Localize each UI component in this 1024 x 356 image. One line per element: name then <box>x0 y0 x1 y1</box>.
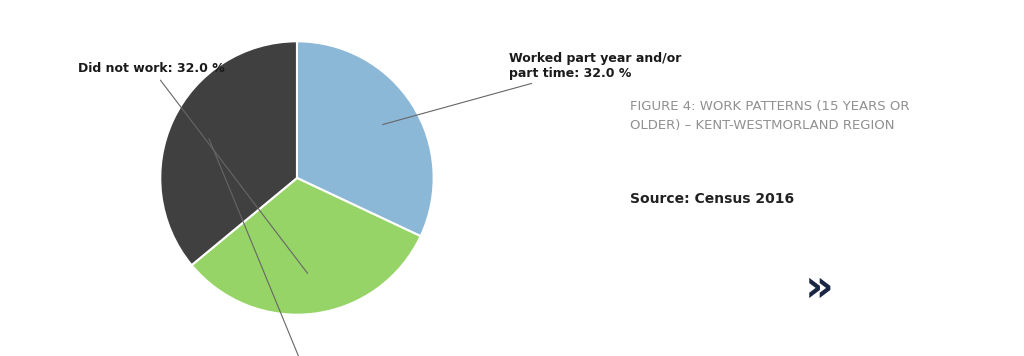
Text: Did not work: 32.0 %: Did not work: 32.0 % <box>78 62 307 273</box>
Text: Worked full year; full time: 36.0 %: Worked full year; full time: 36.0 % <box>183 138 424 356</box>
Text: FIGURE 4: WORK PATTERNS (15 YEARS OR
OLDER) – KENT-WESTMORLAND REGION: FIGURE 4: WORK PATTERNS (15 YEARS OR OLD… <box>630 100 909 132</box>
Wedge shape <box>297 41 433 236</box>
Wedge shape <box>161 41 297 265</box>
Wedge shape <box>191 178 421 315</box>
Text: »: » <box>805 267 834 310</box>
Text: Source: Census 2016: Source: Census 2016 <box>630 192 794 206</box>
Text: Worked part year and/or
part time: 32.0 %: Worked part year and/or part time: 32.0 … <box>383 52 681 125</box>
